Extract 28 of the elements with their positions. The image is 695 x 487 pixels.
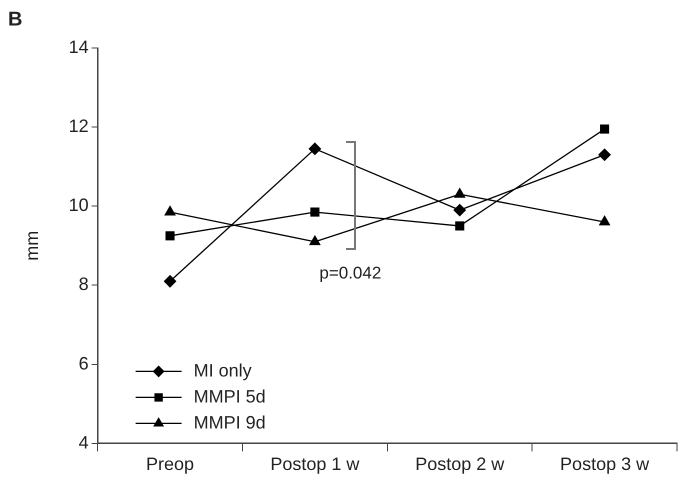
x-tick-label: Postop 3 w bbox=[560, 454, 650, 474]
y-tick-label: 8 bbox=[78, 274, 89, 294]
y-axis-title: mm bbox=[22, 230, 42, 261]
point bbox=[164, 275, 176, 288]
y-tick-label: 4 bbox=[78, 432, 89, 452]
point bbox=[600, 124, 610, 134]
x-tick-label: Postop 1 w bbox=[270, 454, 360, 474]
y-tick-label: 10 bbox=[68, 195, 89, 216]
point bbox=[599, 216, 610, 226]
point bbox=[454, 188, 466, 198]
point bbox=[310, 208, 320, 217]
point bbox=[455, 221, 464, 230]
point bbox=[309, 236, 320, 246]
text: B bbox=[8, 8, 22, 31]
x-tick-label: Postop 2 w bbox=[415, 454, 506, 474]
annotation: p=0.042 bbox=[319, 263, 382, 282]
point bbox=[598, 148, 611, 161]
point bbox=[166, 231, 175, 240]
point bbox=[164, 206, 176, 216]
y-tick-label: 12 bbox=[68, 116, 89, 136]
legend-label: MI only bbox=[194, 360, 252, 380]
point bbox=[308, 142, 322, 155]
y-tick-label: 6 bbox=[78, 353, 89, 374]
x-tick-label: Preop bbox=[146, 454, 194, 474]
y-tick-label: 14 bbox=[68, 36, 89, 57]
legend-label: MMPI 5d bbox=[194, 386, 266, 406]
legend-label: MMPI 9d bbox=[194, 412, 266, 432]
point bbox=[454, 204, 466, 216]
